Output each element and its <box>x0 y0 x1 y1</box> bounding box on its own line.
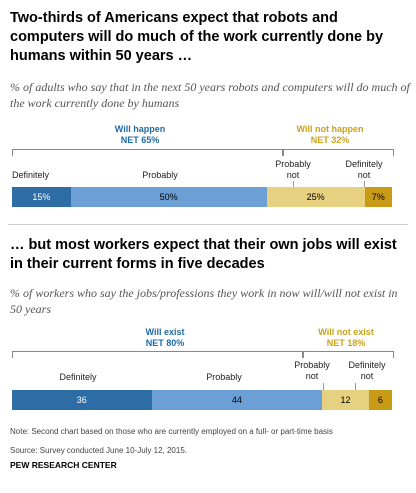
chart2-cat-probably: Probably <box>206 372 242 382</box>
chart2-value-label-definitely: 36 <box>76 395 87 405</box>
chart1-bar-segment-definitely: 15% <box>12 187 71 207</box>
chart1-cat-definitely-not: Definitely not <box>345 159 383 180</box>
chart2-value-label-probably-not: 12 <box>340 395 351 405</box>
chart1-value-label-definitely-not: 7% <box>371 192 385 202</box>
chart2-tick-probably-not <box>323 383 324 390</box>
chart2-stacked-bar: 36 44 12 6 <box>12 390 392 410</box>
chart2-cat-definitely-not: Definitely not <box>348 360 386 381</box>
chart1-bar-segment-probably-not: 25% <box>266 187 365 207</box>
chart2-bracket-no <box>302 351 394 358</box>
chart1-headline: Two-thirds of Americans expect that robo… <box>10 10 384 64</box>
chart1-subtitle: % of adults who say that in the next 50 … <box>10 80 410 110</box>
chart2-bracket-yes <box>12 351 304 358</box>
chart2-bar-segment-definitely: 36 <box>12 390 152 410</box>
chart2-bar-segment-definitely-not: 6 <box>368 390 392 410</box>
chart1-tick-definitely-not <box>364 181 365 187</box>
chart1-tick-probably-not <box>293 181 294 187</box>
brand-logo-text: PEW RESEARCH CENTER <box>10 460 117 470</box>
chart2-group-label-no: Will not exist NET 18% <box>318 327 374 348</box>
chart1-bracket-yes <box>12 149 284 156</box>
chart2-value-label-definitely-not: 6 <box>377 395 383 405</box>
chart2-value-label-probably: 44 <box>231 395 242 405</box>
chart2-tick-definitely-not <box>355 383 356 390</box>
chart1-value-label-definitely: 15% <box>32 192 51 202</box>
chart2-cat-probably-not: Probably not <box>294 360 330 381</box>
chart1-value-label-probably-not: 25% <box>306 192 325 202</box>
chart1-stacked-bar: 15% 50% 25% 7% <box>12 187 392 207</box>
chart1-bar-segment-definitely-not: 7% <box>364 187 392 207</box>
chart2-cat-definitely: Definitely <box>59 372 97 382</box>
chart1-group-label-no: Will not happen NET 32% <box>296 124 364 145</box>
chart1-bar-segment-probably: 50% <box>70 187 267 207</box>
chart2-subtitle: % of workers who say the jobs/profession… <box>10 286 398 316</box>
source-line: Source: Survey conducted June 10-July 12… <box>10 446 187 455</box>
chart1-value-label-probably: 50% <box>159 192 178 202</box>
chart1-bracket-no <box>282 149 394 156</box>
chart1-cat-probably: Probably <box>142 170 178 180</box>
footnote: Note: Second chart based on those who ar… <box>10 427 333 436</box>
chart1-cat-probably-not: Probably not <box>275 159 311 180</box>
chart2-bar-segment-probably: 44 <box>151 390 323 410</box>
section-divider <box>8 224 408 225</box>
chart1-cat-definitely: Definitely <box>12 170 50 180</box>
chart2-bar-segment-probably-not: 12 <box>322 390 369 410</box>
chart2-headline: … but most workers expect that their own… <box>10 237 397 272</box>
chart1-group-label-yes: Will happen NET 65% <box>114 124 166 145</box>
chart2-group-label-yes: Will exist NET 80% <box>145 327 185 348</box>
